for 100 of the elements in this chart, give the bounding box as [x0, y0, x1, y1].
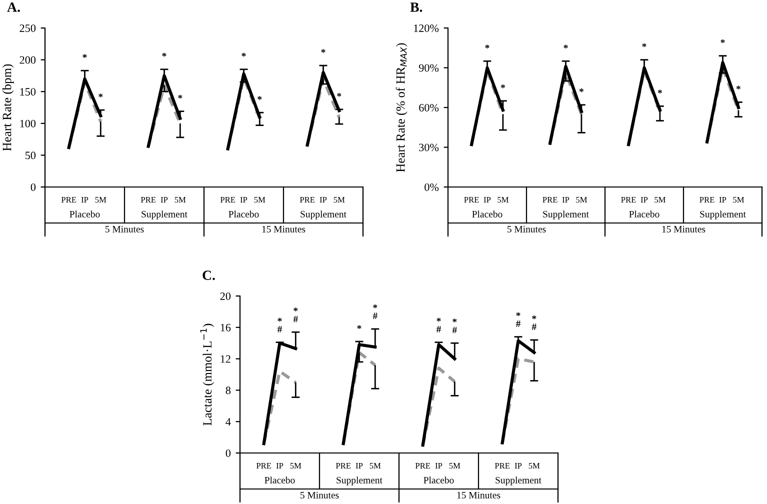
y-tick-label: 30%: [419, 144, 439, 152]
x-tick-label: IP: [356, 463, 363, 469]
text: 5 Minutes: [105, 226, 144, 232]
annotation: *: [98, 94, 103, 98]
x-tick-label: PRE: [256, 463, 272, 469]
chart-title: B.: [410, 2, 422, 12]
x-tick-label: 5M: [528, 463, 540, 469]
text: Supplement: [142, 210, 188, 220]
x-tick-label: 5M: [654, 197, 666, 203]
y-tick-label: 90%: [418, 64, 439, 72]
x-tick-label: 5M: [254, 197, 266, 203]
y-tick-label: 50: [26, 152, 36, 160]
annotation: *: [579, 88, 584, 92]
annotation: *: [564, 44, 568, 48]
x-tick-label: PRE: [61, 197, 76, 203]
y-tick-label: 120%: [414, 24, 439, 32]
annotation: *: [162, 52, 166, 57]
x-tick-label: IP: [81, 197, 88, 203]
y-axis-title: Heart Rate (bpm): [2, 64, 14, 151]
annotation: *: [658, 90, 662, 94]
x-tick-label: PRE: [542, 197, 558, 203]
y-tick-label: 20: [220, 292, 231, 300]
text: Supplement: [300, 210, 346, 220]
annotation: *: [720, 39, 725, 44]
x-tick-label: 5M: [498, 197, 508, 203]
chart-title: A.: [7, 2, 20, 12]
x-tick-label: PRE: [494, 463, 510, 469]
x-tick-label: 5M: [95, 197, 106, 203]
x-tick-label: IP: [320, 197, 327, 203]
annotation: * #: [372, 304, 378, 320]
x-tick-label: IP: [435, 463, 442, 469]
text: Placebo: [264, 476, 295, 484]
text: 15 Minutes: [457, 492, 500, 498]
y-tick-label: 0: [30, 183, 36, 191]
x-tick-label: 5M: [576, 197, 587, 203]
x-tick-label: PRE: [220, 197, 236, 203]
text: 15 Minutes: [262, 226, 306, 232]
x-tick-label: 5M: [174, 197, 186, 203]
text: Placebo: [629, 210, 660, 218]
y-tick-label: 4: [226, 418, 231, 426]
x-tick-label: PRE: [621, 197, 636, 203]
x-tick-label: 5M: [370, 463, 381, 469]
x-tick-label: IP: [160, 197, 168, 203]
text: Supplement: [543, 210, 589, 220]
annotation: *: [258, 96, 262, 100]
x-tick-label: 5M: [449, 463, 460, 469]
y-tick-label: 16: [220, 324, 231, 332]
text: Placebo: [472, 210, 502, 218]
y-tick-label: 12: [220, 355, 230, 363]
y-tick-label: 60%: [419, 104, 439, 112]
annotation: *: [178, 94, 182, 99]
x-tick-label: 5M: [733, 197, 744, 203]
text: Placebo: [424, 476, 454, 484]
x-tick-label: 5M: [334, 197, 345, 203]
annotation: *: [642, 43, 646, 48]
y-tick-label: 250: [20, 24, 36, 32]
text: Placebo: [70, 210, 100, 218]
annotation: * #: [532, 315, 536, 330]
text: 5 Minutes: [300, 492, 339, 498]
annotation: * #: [277, 318, 282, 332]
y-tick-label: 150: [20, 88, 36, 96]
text: Placebo: [228, 210, 259, 218]
annotation: *: [321, 49, 326, 53]
x-tick-label: PRE: [700, 197, 714, 203]
annotation: *: [82, 54, 87, 58]
annotation: * #: [516, 312, 521, 327]
y-tick-label: 100: [20, 120, 36, 128]
x-tick-label: PRE: [336, 463, 351, 469]
x-tick-label: IP: [276, 463, 284, 469]
y-tick-label: 0%: [424, 183, 439, 191]
y-tick-label: 0: [226, 449, 231, 457]
x-tick-label: PRE: [415, 463, 430, 469]
y-axis-title: Heart Rate (% of HR$_{MAX}$): [396, 43, 408, 172]
annotation: *: [736, 86, 740, 90]
annotation: *: [337, 92, 342, 97]
annotation: * #: [436, 318, 442, 332]
annotation: * #: [452, 318, 457, 334]
x-tick-label: IP: [562, 197, 570, 203]
x-tick-label: IP: [514, 463, 522, 469]
x-tick-label: PRE: [464, 197, 479, 203]
x-tick-label: IP: [719, 197, 726, 203]
x-tick-label: IP: [484, 197, 491, 203]
text: Supplement: [700, 210, 746, 220]
x-tick-label: IP: [240, 197, 248, 203]
y-tick-label: 8: [226, 386, 231, 394]
text: 15 Minutes: [662, 226, 706, 232]
annotation: *: [242, 52, 246, 57]
x-tick-label: PRE: [300, 197, 315, 203]
annotation: *: [357, 325, 362, 329]
text: Supplement: [496, 476, 542, 486]
y-tick-label: 200: [20, 56, 36, 64]
text: 5 Minutes: [507, 226, 546, 232]
annotation: *: [485, 44, 490, 48]
text: Supplement: [336, 476, 382, 486]
annotation: * #: [293, 308, 298, 322]
chart-title: C.: [202, 270, 215, 280]
y-axis-title: Lactate (mmol·L$^{−1}$): [200, 324, 214, 426]
x-tick-label: PRE: [140, 197, 156, 203]
annotation: *: [500, 84, 505, 88]
x-tick-label: 5M: [290, 463, 302, 469]
